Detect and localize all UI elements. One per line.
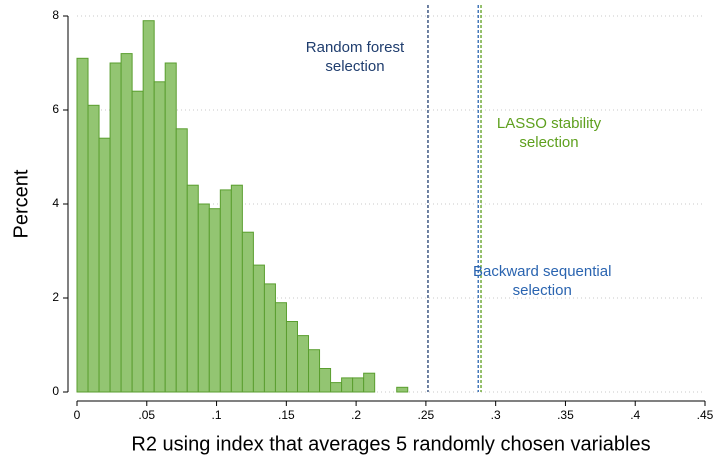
annotation: Random forest bbox=[306, 39, 405, 56]
bar bbox=[241, 231, 254, 393]
bar bbox=[186, 184, 199, 393]
bar bbox=[76, 57, 89, 393]
y-tick-label: 6 bbox=[52, 102, 59, 116]
bar bbox=[285, 321, 298, 393]
bar bbox=[352, 377, 365, 393]
bar bbox=[252, 264, 265, 393]
x-tick-label: .1 bbox=[212, 408, 222, 422]
bar bbox=[363, 372, 376, 393]
bar bbox=[330, 382, 343, 393]
annotation: selection bbox=[519, 134, 578, 151]
x-tick-label: .35 bbox=[557, 408, 574, 422]
bar bbox=[109, 62, 122, 393]
x-tick-label: .3 bbox=[491, 408, 501, 422]
bar bbox=[153, 81, 166, 393]
x-tick-label: .2 bbox=[351, 408, 361, 422]
bar bbox=[131, 90, 144, 393]
x-tick-label: .25 bbox=[418, 408, 435, 422]
bar bbox=[219, 189, 232, 393]
x-tick-label: .45 bbox=[697, 408, 714, 422]
x-tick-label: .05 bbox=[138, 408, 155, 422]
y-tick-label: 4 bbox=[52, 196, 59, 210]
y-tick-label: 8 bbox=[52, 8, 59, 22]
bar bbox=[197, 203, 210, 393]
bar bbox=[175, 128, 188, 393]
bar bbox=[230, 184, 243, 393]
bar bbox=[341, 377, 354, 393]
bar bbox=[98, 137, 111, 393]
bar bbox=[319, 368, 332, 393]
bar bbox=[396, 386, 409, 393]
annotation: LASSO stability bbox=[497, 115, 602, 132]
bar bbox=[120, 53, 133, 393]
annotation: Backward sequential bbox=[473, 263, 611, 280]
x-axis-title: R2 using index that averages 5 randomly … bbox=[131, 433, 650, 455]
bar bbox=[208, 208, 221, 393]
annotation: selection bbox=[325, 58, 384, 75]
x-tick-label: .4 bbox=[630, 408, 640, 422]
annotation: selection bbox=[513, 282, 572, 299]
bar bbox=[87, 104, 100, 393]
bar bbox=[296, 335, 310, 393]
bar bbox=[263, 283, 276, 393]
bar bbox=[142, 20, 155, 393]
bar bbox=[308, 349, 321, 393]
bar bbox=[274, 302, 287, 393]
y-axis-title: Percent bbox=[10, 169, 32, 238]
y-tick-label: 0 bbox=[52, 384, 59, 398]
bar bbox=[164, 62, 177, 393]
x-tick-label: 0 bbox=[74, 408, 81, 422]
x-tick-label: .15 bbox=[278, 408, 295, 422]
y-tick-label: 2 bbox=[52, 290, 59, 304]
